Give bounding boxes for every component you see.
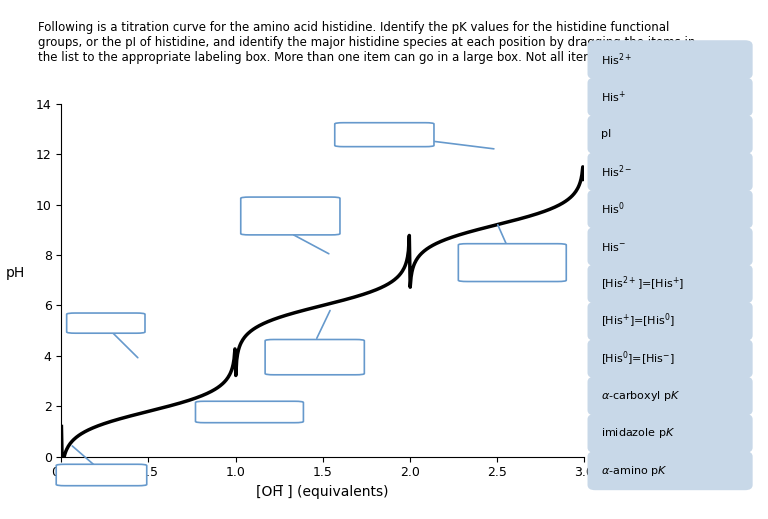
FancyBboxPatch shape bbox=[458, 244, 566, 281]
X-axis label: [OH̅ ] (equivalents): [OH̅ ] (equivalents) bbox=[257, 485, 389, 499]
FancyBboxPatch shape bbox=[335, 122, 434, 147]
Text: [His$^{2+}$]=[His$^{+}$]: [His$^{2+}$]=[His$^{+}$] bbox=[601, 275, 685, 293]
FancyBboxPatch shape bbox=[56, 465, 147, 486]
Text: [His$^{0}$]=[His$^{-}$]: [His$^{0}$]=[His$^{-}$] bbox=[601, 349, 675, 368]
Y-axis label: pH: pH bbox=[5, 266, 25, 280]
Text: $\alpha$-amino p$K$: $\alpha$-amino p$K$ bbox=[601, 464, 668, 477]
FancyBboxPatch shape bbox=[196, 401, 303, 422]
Text: His$^{-}$: His$^{-}$ bbox=[601, 240, 627, 253]
FancyBboxPatch shape bbox=[265, 339, 364, 375]
Text: His$^{2+}$: His$^{2+}$ bbox=[601, 51, 633, 68]
Text: [His$^{+}$]=[His$^{0}$]: [His$^{+}$]=[His$^{0}$] bbox=[601, 312, 675, 331]
FancyBboxPatch shape bbox=[67, 313, 145, 333]
Text: His$^{2-}$: His$^{2-}$ bbox=[601, 163, 633, 180]
Text: pI: pI bbox=[601, 129, 611, 140]
Text: His$^{0}$: His$^{0}$ bbox=[601, 201, 625, 217]
Text: Following is a titration curve for the amino acid histidine. Identify the pK val: Following is a titration curve for the a… bbox=[38, 21, 696, 64]
Text: imidazole p$K$: imidazole p$K$ bbox=[601, 427, 675, 440]
Text: His$^{+}$: His$^{+}$ bbox=[601, 89, 627, 105]
FancyBboxPatch shape bbox=[240, 197, 340, 235]
Text: $\alpha$-carboxyl p$K$: $\alpha$-carboxyl p$K$ bbox=[601, 389, 681, 403]
